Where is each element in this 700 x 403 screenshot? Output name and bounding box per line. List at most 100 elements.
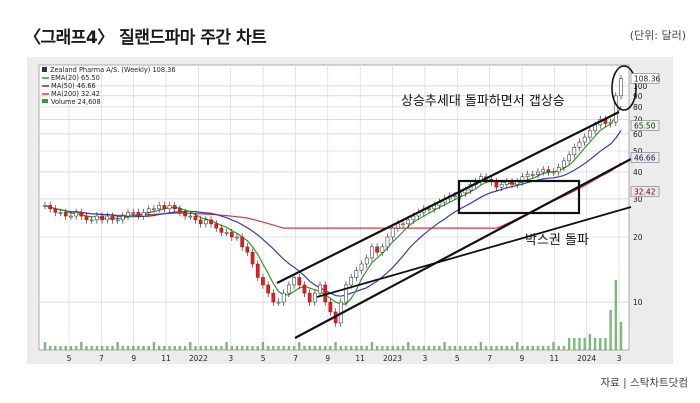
candle-body xyxy=(515,181,520,185)
candle-body xyxy=(131,212,136,214)
candle-body xyxy=(562,160,566,168)
candle-body xyxy=(401,223,405,226)
volume-bar xyxy=(54,346,57,350)
volume-bar xyxy=(593,338,597,350)
volume-bar xyxy=(427,346,431,350)
y-tick-label: 30 xyxy=(633,195,643,204)
candle-body xyxy=(318,284,322,294)
volume-bar xyxy=(562,346,566,350)
volume-bar xyxy=(194,346,197,350)
plot-area xyxy=(38,64,630,351)
candle-body xyxy=(588,130,592,138)
candle-body xyxy=(406,219,411,225)
candle-body xyxy=(63,212,68,217)
unit-label: (단위: 달러) xyxy=(629,29,686,42)
volume-bar xyxy=(318,346,322,350)
volume-bar xyxy=(69,346,73,350)
candle-body xyxy=(287,284,291,294)
volume-bar xyxy=(344,346,348,350)
candle-body xyxy=(302,284,307,294)
volume-bar xyxy=(334,342,337,350)
candle-body xyxy=(546,169,551,173)
volume-bar xyxy=(147,346,150,350)
volume-bar xyxy=(500,346,503,350)
volume-bar xyxy=(272,346,275,350)
candle-body xyxy=(136,212,141,217)
y-tick-label: 60 xyxy=(633,130,643,139)
volume-bar xyxy=(412,346,415,350)
candle-body xyxy=(593,124,597,132)
annotation-box: 박스권 돌파 xyxy=(525,233,589,248)
candle-body xyxy=(494,181,499,188)
x-tick-label: 11 xyxy=(355,354,365,363)
candle-body xyxy=(255,263,260,278)
volume-bar xyxy=(557,346,560,350)
x-tick-label: 9 xyxy=(325,354,330,363)
volume-bar xyxy=(422,346,426,350)
candle-body xyxy=(551,171,556,174)
price-tags: 108.36 65.50 46.66 32.42 xyxy=(630,73,660,197)
volume-bar xyxy=(100,346,104,350)
volume-bar xyxy=(199,346,202,350)
price-tag-box xyxy=(630,152,660,163)
candle-body xyxy=(219,227,224,233)
candle-body xyxy=(385,236,390,248)
volume-bar xyxy=(132,346,135,350)
y-tick-label: 80 xyxy=(633,103,643,112)
candle-body xyxy=(141,212,146,217)
candle-body xyxy=(84,215,89,221)
candle-body xyxy=(297,277,302,286)
volume-bar xyxy=(142,346,145,350)
volume-bar xyxy=(111,346,114,350)
candle-body xyxy=(375,246,379,253)
volume-bar xyxy=(391,346,394,350)
candle-body xyxy=(276,301,281,304)
candle-body xyxy=(214,223,219,229)
volume-bar xyxy=(152,342,156,350)
volume-bar xyxy=(287,346,291,350)
volume-bar xyxy=(80,342,83,350)
volume-bar xyxy=(448,346,451,350)
x-tick-label: 5 xyxy=(455,354,460,363)
volume-bar xyxy=(464,346,467,350)
volume-bar xyxy=(220,346,223,350)
volume-bar xyxy=(126,346,130,350)
x-axis: 5 7 9 11 2022 3 5 7 9 11 2023 3 5 7 9 11 2024 3 xyxy=(67,354,622,363)
candle-body xyxy=(541,169,546,173)
volume-bar xyxy=(277,346,280,350)
candle-body xyxy=(100,215,104,221)
volume-bar xyxy=(292,346,296,350)
volume-bar xyxy=(168,346,171,350)
volume-bar xyxy=(137,346,140,350)
volume-bar xyxy=(360,346,363,350)
candle-body xyxy=(229,232,234,238)
volume-bar xyxy=(282,346,285,350)
volume-bar xyxy=(375,346,379,350)
volume-bar xyxy=(183,346,187,350)
volume-bar xyxy=(490,346,493,350)
ma50-line xyxy=(44,130,622,297)
candle-body xyxy=(126,212,130,217)
candle-body xyxy=(608,121,613,124)
legend-volume: Volume 24,608 xyxy=(51,98,101,106)
volume-bar xyxy=(521,346,524,350)
volume-bar xyxy=(578,338,581,350)
candle-body xyxy=(349,277,354,286)
y-tick-label: 10 xyxy=(633,298,643,307)
candle-body xyxy=(582,136,587,143)
legend-title: Zealand Pharma A/S. (Weekly) 108.36 xyxy=(50,66,176,74)
candle-body xyxy=(43,205,47,207)
volume-bar xyxy=(157,346,161,350)
candle-body xyxy=(105,215,110,221)
volume-bar xyxy=(484,346,488,350)
volume-bar xyxy=(298,342,301,350)
volume-bar xyxy=(266,346,270,350)
candle-body xyxy=(89,219,94,222)
candle-body xyxy=(380,246,385,253)
candle-body xyxy=(312,292,317,303)
volume-bar xyxy=(48,346,52,350)
legend-ma200: MA(200) 32.42 xyxy=(51,90,100,98)
candle-body xyxy=(359,263,364,271)
volume-bar xyxy=(547,346,550,350)
